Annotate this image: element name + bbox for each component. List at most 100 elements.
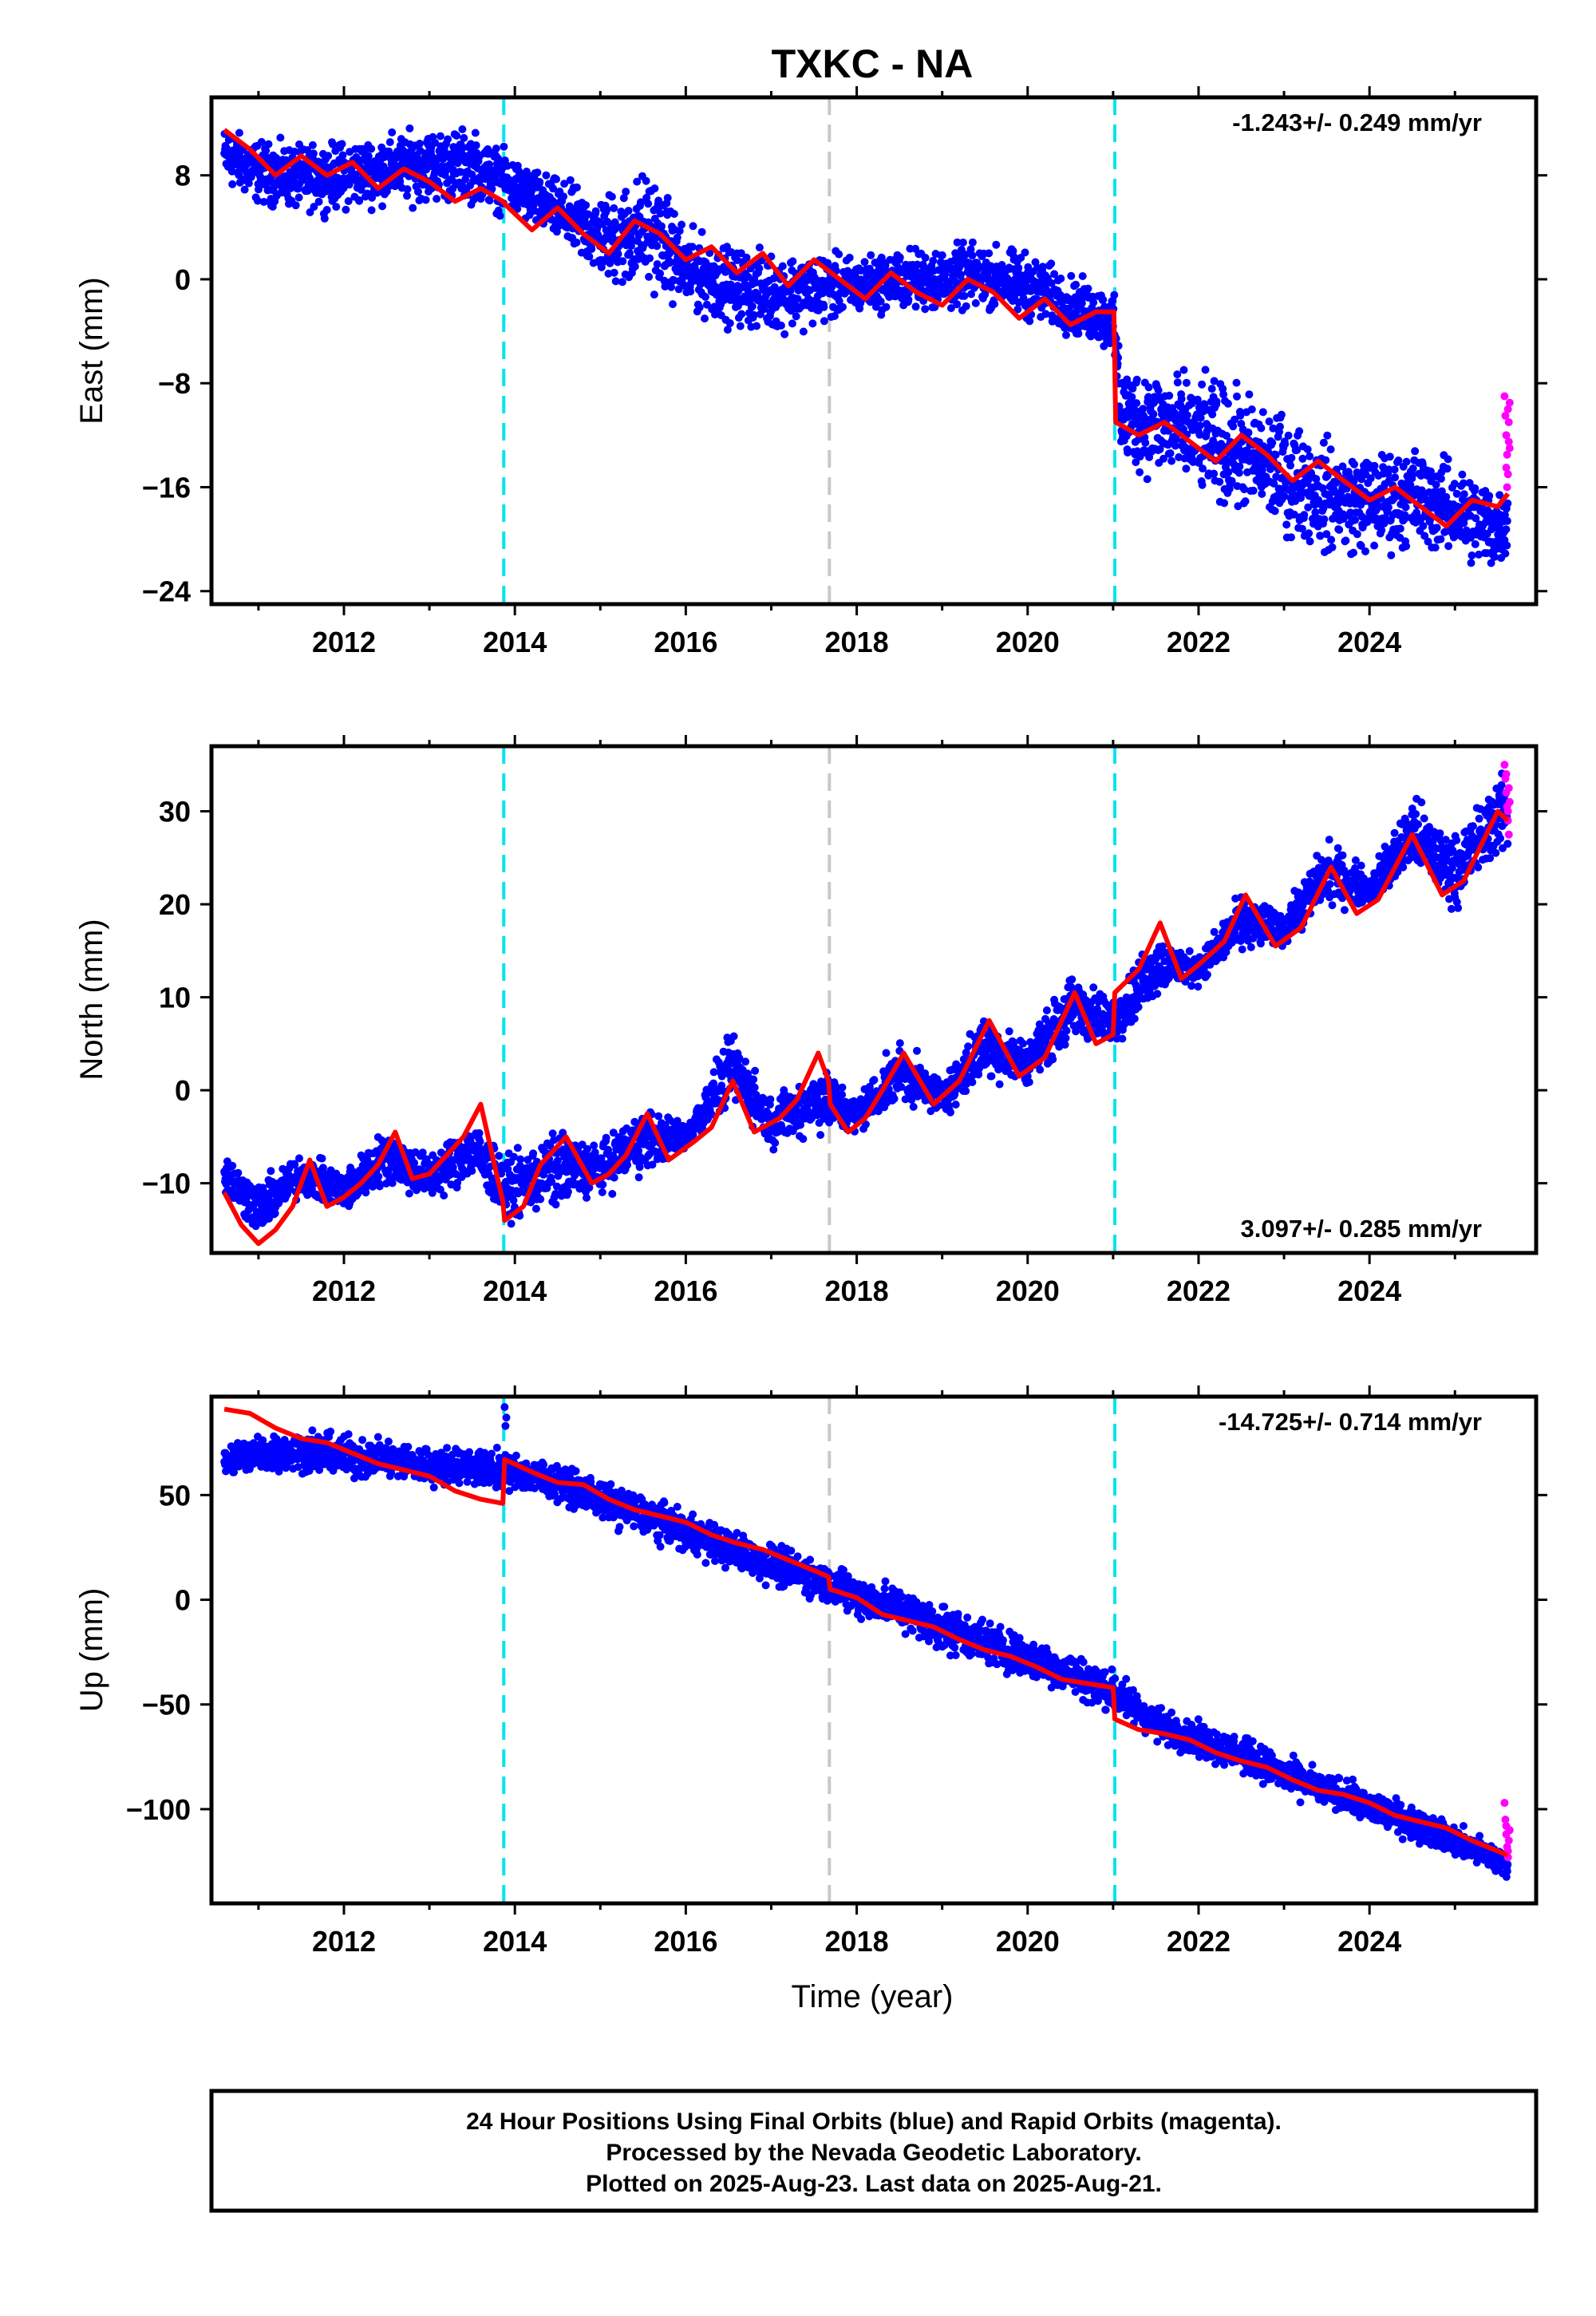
final-orbit-point [1370, 461, 1379, 470]
final-orbit-point [1396, 524, 1404, 533]
final-orbit-point [1179, 366, 1188, 374]
final-orbit-point [1458, 470, 1467, 479]
final-orbit-point [1320, 515, 1329, 524]
final-orbit-point [1142, 415, 1151, 424]
final-orbit-point [344, 197, 353, 205]
final-orbit-point [742, 253, 751, 262]
final-orbit-point [516, 1155, 525, 1164]
final-orbit-point [338, 151, 347, 160]
final-orbit-point [820, 302, 828, 311]
final-orbit-point [276, 133, 285, 142]
final-orbit-point [1503, 516, 1511, 525]
final-orbit-point [1124, 449, 1132, 456]
final-orbit-point [1258, 489, 1266, 498]
final-orbit-point [1132, 399, 1141, 408]
rapid-orbit-point [1503, 470, 1512, 479]
final-orbit-point [1339, 515, 1348, 524]
final-orbit-point [509, 1196, 518, 1204]
final-orbit-point [741, 1057, 750, 1066]
final-orbit-point [1144, 383, 1153, 392]
final-orbit-point [535, 178, 544, 186]
final-orbit-point [453, 159, 462, 168]
final-orbit-point [314, 197, 323, 206]
final-orbit-point [1475, 550, 1483, 559]
final-orbit-point [1432, 524, 1441, 532]
final-orbit-point [1500, 511, 1509, 520]
final-orbit-point [1025, 317, 1034, 326]
final-orbit-point [1316, 532, 1325, 540]
final-orbit-point [1195, 430, 1204, 439]
final-orbit-point [318, 1154, 326, 1163]
final-orbit-point [542, 171, 551, 180]
final-orbit-point [1323, 472, 1332, 480]
final-orbit-point [1281, 440, 1290, 449]
x-tick-label: 2016 [654, 626, 717, 658]
final-orbit-point [1346, 508, 1355, 517]
final-orbit-point [953, 300, 962, 309]
final-orbit-point [1132, 375, 1141, 384]
final-orbit-point [598, 1188, 606, 1196]
final-orbit-point [257, 137, 266, 146]
final-orbit-point [1306, 537, 1314, 546]
final-orbit-point [1271, 450, 1280, 459]
final-orbit-point [666, 259, 674, 267]
final-orbit-point [1366, 474, 1375, 483]
final-orbit-point [1370, 541, 1379, 550]
final-orbit-point [1268, 438, 1277, 447]
final-orbit-point [985, 249, 994, 258]
final-orbit-point [421, 196, 430, 204]
final-orbit-point [1385, 453, 1394, 461]
final-orbit-point [766, 1095, 775, 1104]
final-orbit-point [688, 243, 697, 251]
final-orbit-point [961, 251, 970, 259]
final-orbit-point [403, 185, 412, 194]
final-orbit-point [1287, 453, 1296, 462]
final-orbit-point [1443, 464, 1452, 473]
final-orbit-point [839, 302, 847, 311]
y-tick-label: 8 [175, 160, 191, 192]
final-orbit-point [320, 214, 329, 223]
final-orbit-point [1136, 468, 1144, 476]
final-orbit-point [1390, 465, 1399, 474]
final-orbit-point [675, 227, 684, 235]
final-orbit-point [618, 278, 626, 287]
final-orbit-point [953, 238, 962, 247]
final-orbit-point [608, 1190, 617, 1198]
y-tick-label: 0 [175, 263, 191, 296]
final-orbit-point [921, 305, 930, 314]
final-orbit-point [1467, 559, 1476, 567]
final-orbit-point [536, 1195, 545, 1203]
final-orbit-point [642, 193, 651, 202]
final-orbit-point [1193, 395, 1202, 404]
final-orbit-point [1442, 492, 1451, 501]
final-orbit-point [1195, 421, 1204, 430]
final-orbit-point [1335, 525, 1344, 534]
final-orbit-point [1084, 284, 1092, 293]
final-orbit-point [339, 184, 348, 192]
final-orbit-point [357, 185, 365, 194]
final-orbit-point [622, 188, 630, 196]
final-orbit-point [626, 249, 634, 257]
final-orbit-point [374, 1172, 383, 1181]
final-orbit-point [1377, 526, 1386, 535]
final-orbit-point [1047, 259, 1056, 268]
final-orbit-point [566, 176, 575, 184]
final-orbit-point [472, 141, 480, 150]
final-orbit-point [1149, 409, 1158, 418]
final-orbit-point [1286, 461, 1294, 470]
final-orbit-point [587, 245, 596, 253]
final-orbit-point [1450, 480, 1459, 488]
final-orbit-point [295, 1154, 303, 1163]
final-orbit-point [475, 1128, 484, 1137]
final-orbit-point [1038, 263, 1047, 271]
final-orbit-point [1495, 491, 1504, 500]
final-orbit-point [967, 290, 975, 298]
final-orbit-point [610, 218, 619, 227]
final-orbit-point [1269, 424, 1278, 433]
final-orbit-point [378, 202, 387, 211]
final-orbit-point [306, 208, 314, 216]
final-orbit-point [1328, 543, 1337, 551]
final-orbit-point [946, 304, 955, 313]
final-orbit-point [808, 319, 817, 328]
final-orbit-point [1436, 535, 1445, 543]
